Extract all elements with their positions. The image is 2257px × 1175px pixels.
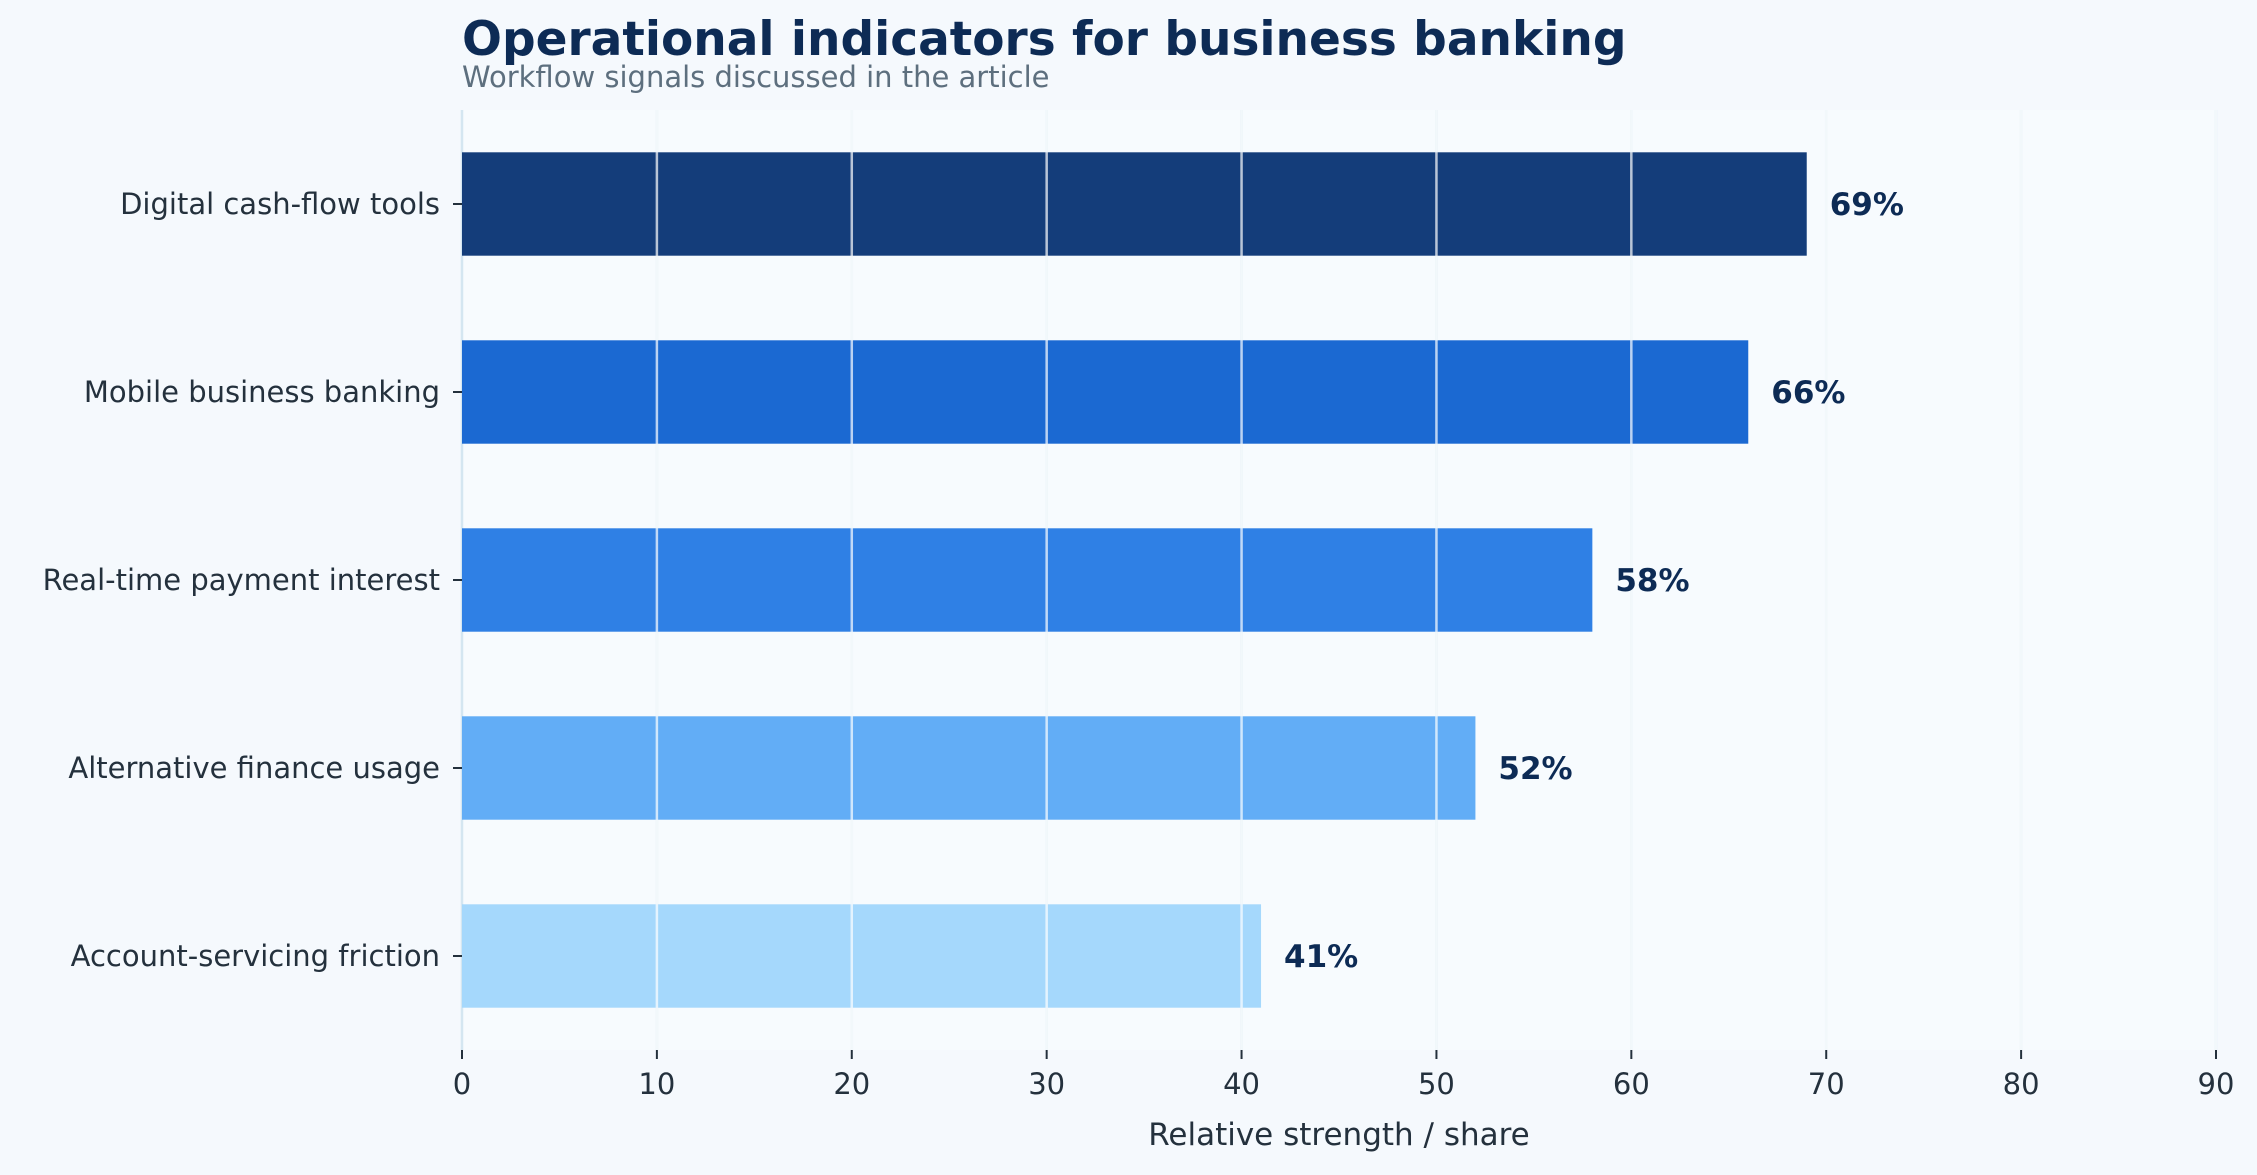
x-tick-label: 40 (1223, 1067, 1260, 1101)
bar (462, 340, 1749, 444)
x-tick-label: 20 (833, 1067, 870, 1101)
x-tick-label: 10 (638, 1067, 675, 1101)
bars (462, 152, 1807, 1008)
bar-value-label: 58% (1615, 563, 1689, 599)
gridlines-over-bars (655, 110, 2218, 1050)
category-axis: Digital cash-flow tools Mobile business b… (43, 187, 462, 973)
bar-value-label: 69% (1830, 187, 1904, 223)
bar (462, 904, 1262, 1008)
category-label: Digital cash-flow tools (120, 187, 440, 221)
x-tick-label: 60 (1613, 1067, 1650, 1101)
category-label: Alternative finance usage (68, 751, 440, 785)
bar (462, 152, 1807, 256)
x-tick-label: 0 (453, 1067, 471, 1101)
chart-subtitle: Workflow signals discussed in the articl… (462, 60, 1050, 94)
x-tick-label: 70 (1808, 1067, 1845, 1101)
category-label: Mobile business banking (84, 375, 440, 409)
bar-value-label: 41% (1284, 939, 1358, 975)
category-label: Account-servicing friction (71, 939, 440, 973)
x-tick-label: 50 (1418, 1067, 1455, 1101)
x-tick-label: 80 (2003, 1067, 2040, 1101)
x-tick-label: 30 (1028, 1067, 1065, 1101)
category-label: Real-time payment interest (43, 563, 440, 597)
x-axis: 0 10 20 30 40 50 60 70 80 90 (453, 1050, 2235, 1101)
chart-title: Operational indicators for business bank… (462, 12, 1626, 67)
bar-value-label: 66% (1771, 375, 1845, 411)
value-labels: 69% 66% 58% 52% 41% (1284, 187, 1904, 975)
x-tick-label: 90 (2198, 1067, 2235, 1101)
x-axis-title: Relative strength / share (1148, 1117, 1530, 1153)
bar-value-label: 52% (1498, 751, 1572, 787)
bar (462, 528, 1593, 632)
bar (462, 716, 1476, 820)
